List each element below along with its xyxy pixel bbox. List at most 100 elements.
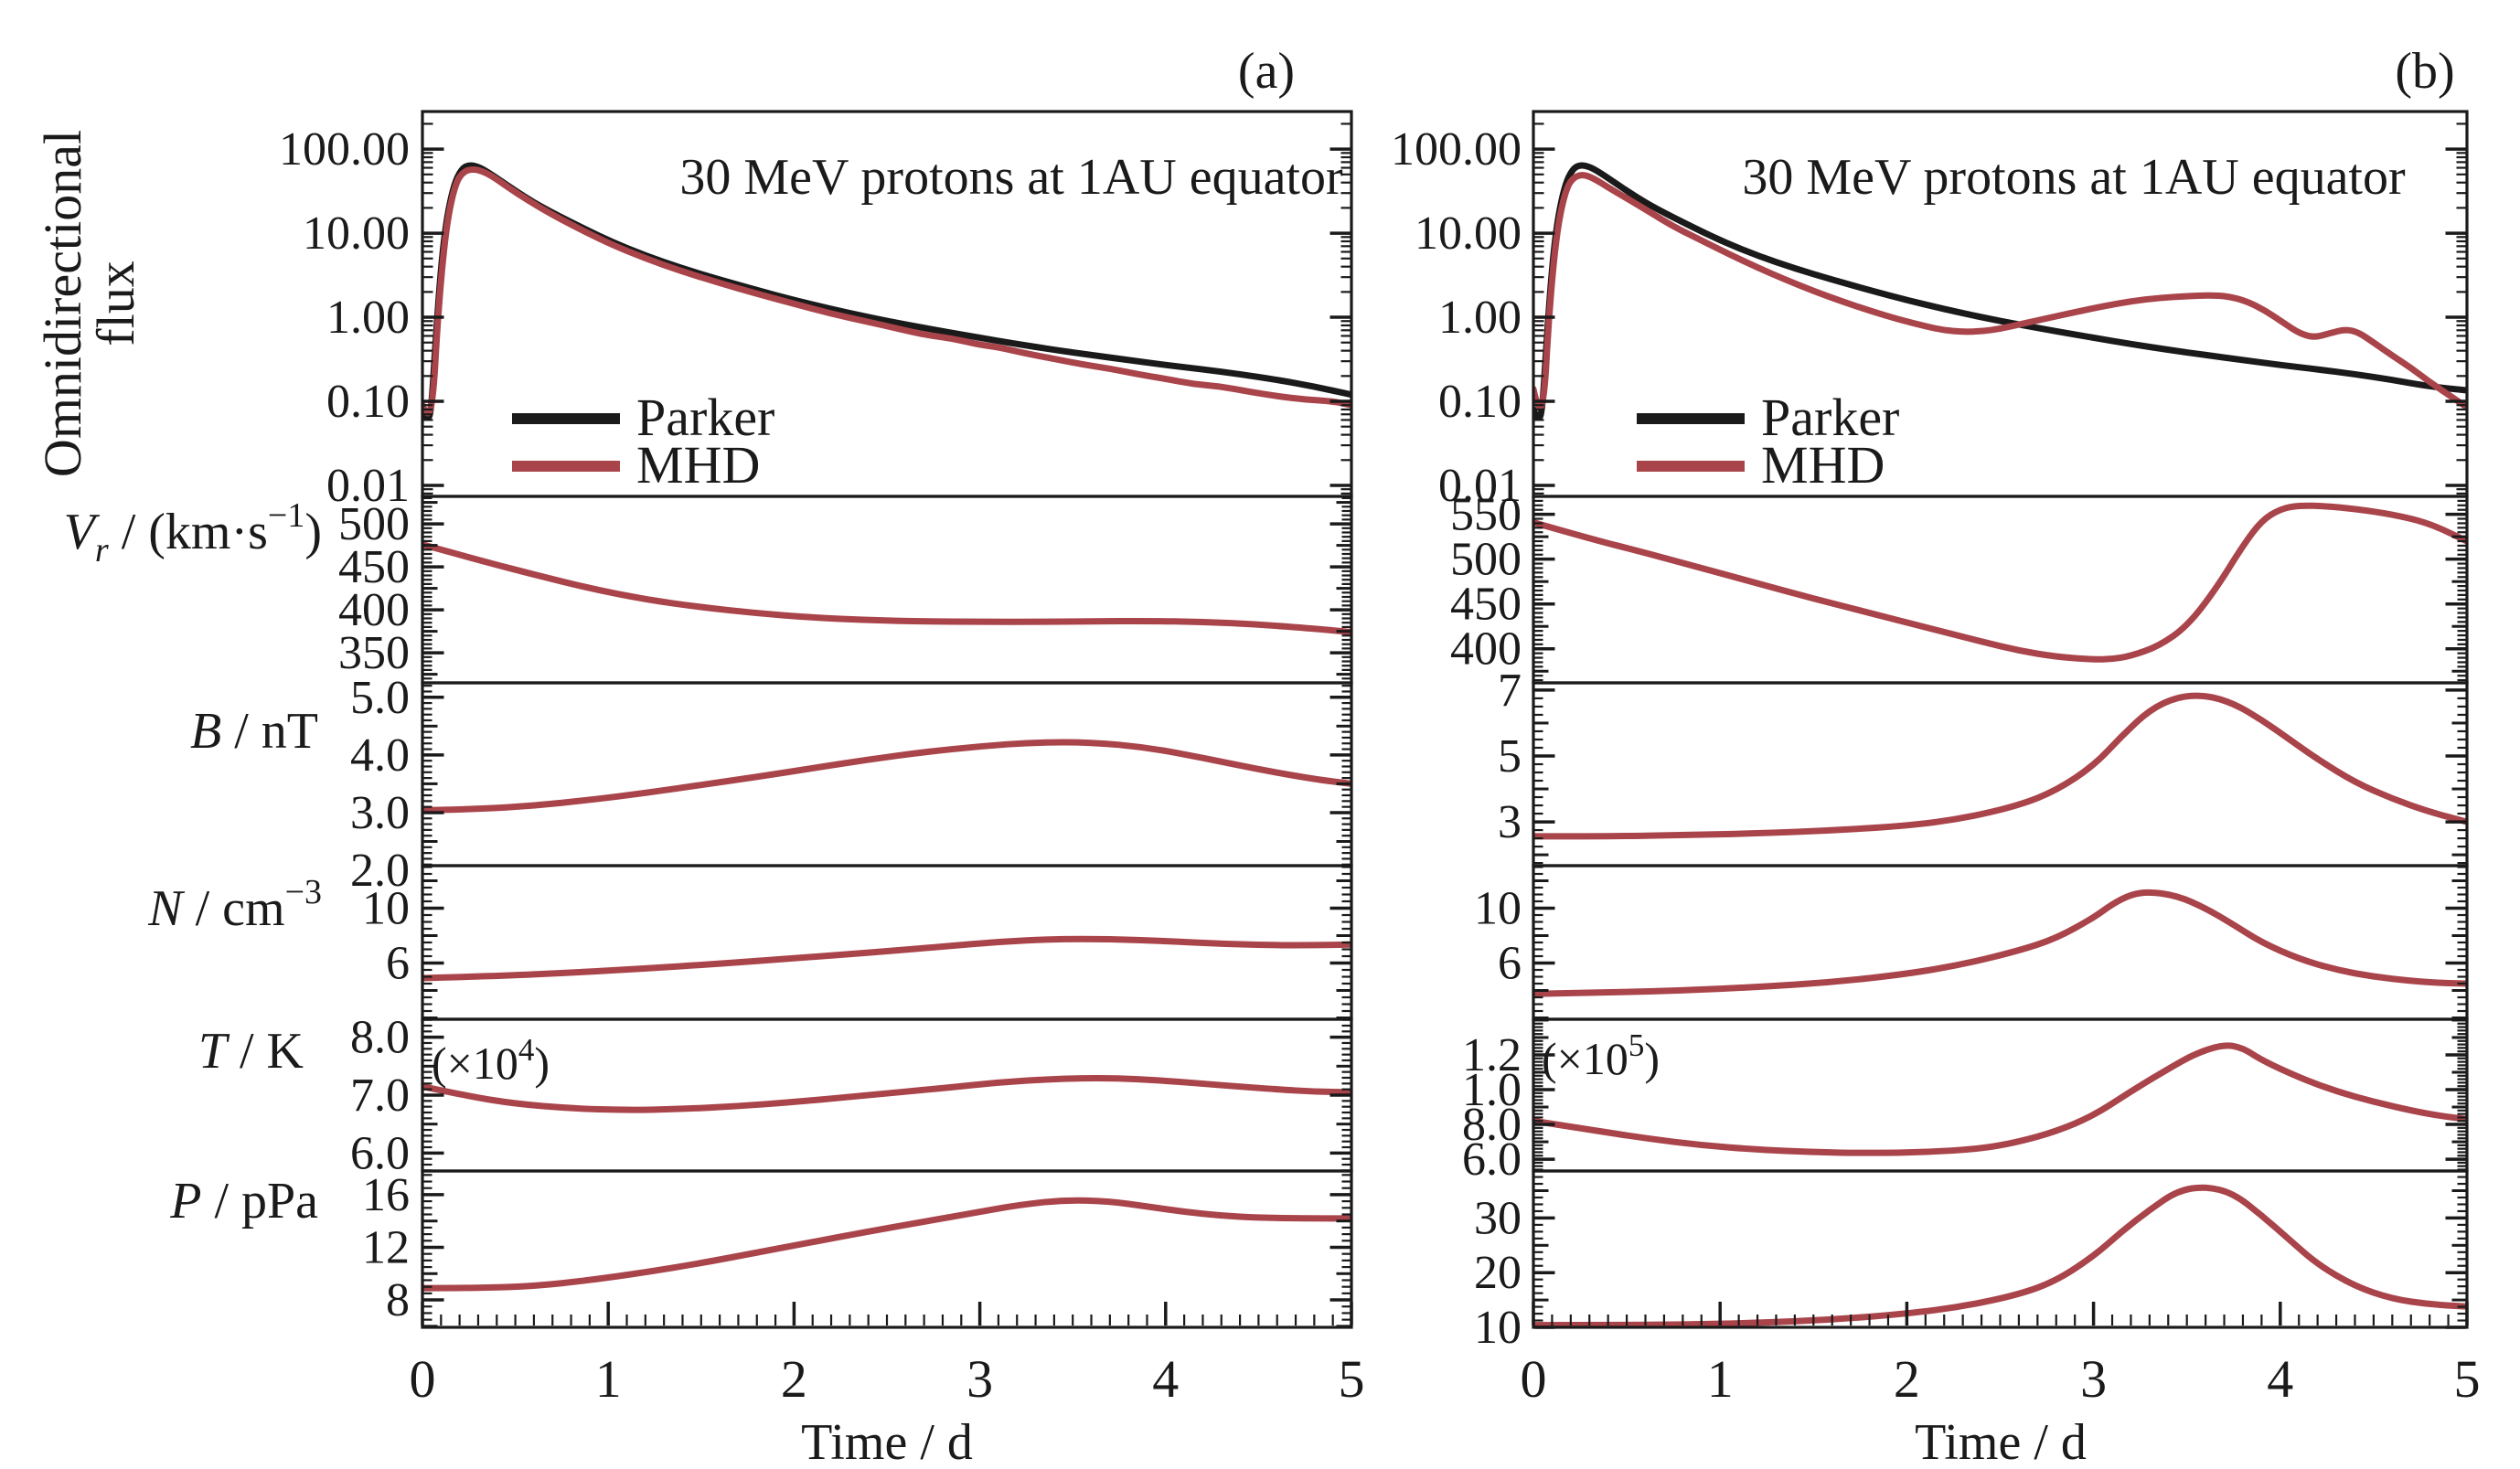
scale-annotation-a: (×104) <box>432 1032 550 1089</box>
ytick-label-b-b: 5 <box>1498 730 1522 782</box>
ytick-label-b-t: 8.0 <box>1462 1099 1522 1151</box>
row-label-n: N / cm−3 <box>147 873 322 937</box>
ytick-label-b-t: 6.0 <box>1462 1134 1522 1186</box>
ytick-label-b-flux: 1.00 <box>1438 292 1522 344</box>
ytick-label-b-vr: 450 <box>1450 579 1522 631</box>
row-label-t: T / K <box>198 1023 304 1080</box>
xtick-label-b-4: 4 <box>2267 1349 2293 1409</box>
ytick-label-a-n: 10 <box>362 883 410 935</box>
panel-a-title: 30 MeV protons at 1AU equator <box>679 149 1343 206</box>
ytick-label-a-flux: 1.00 <box>326 292 410 344</box>
scale-annotation-b: (×105) <box>1542 1027 1660 1084</box>
a-p-curves <box>422 1197 1351 1292</box>
row-label-b: B / nT <box>190 703 318 760</box>
panel-border-a-b <box>421 681 1353 868</box>
a-vr-curves <box>422 541 1351 636</box>
ytick-label-a-t: 6.0 <box>350 1127 410 1179</box>
a-flux-curves <box>422 162 1351 421</box>
xtick-label-a-1: 1 <box>595 1349 622 1409</box>
legend-a: Parker MHD <box>512 388 774 495</box>
curve-mhd-a-flux <box>422 165 1351 417</box>
ytick-label-b-p: 10 <box>1474 1302 1522 1354</box>
ytick-label-a-flux: 0.10 <box>326 376 410 428</box>
xtick-label-b-3: 3 <box>2080 1349 2107 1409</box>
ytick-label-b-flux: 100.00 <box>1391 123 1522 176</box>
ytick-label-a-flux: 100.00 <box>279 123 410 176</box>
ytick-label-b-n: 6 <box>1498 938 1522 990</box>
panel-border-a-p <box>421 1169 1353 1329</box>
flux-axis-label-line2: flux <box>86 261 145 346</box>
ytick-label-a-n: 6 <box>386 938 410 990</box>
ytick-label-a-flux: 0.01 <box>326 460 410 512</box>
panel-b-letter: (b) <box>2395 43 2454 100</box>
curve-mhd-a-b <box>422 739 1351 814</box>
ytick-label-a-vr: 350 <box>338 627 410 679</box>
b-b-curves <box>1533 692 2467 840</box>
curve-mhd-b-n <box>1533 889 2467 997</box>
ytick-label-a-b: 2.0 <box>350 845 410 897</box>
ytick-label-b-t: 1.0 <box>1462 1064 1522 1116</box>
curve-mhd-b-flux <box>1533 172 2467 411</box>
ytick-label-a-p: 16 <box>362 1169 410 1221</box>
ytick-label-b-n: 10 <box>1474 883 1522 935</box>
curve-mhd-a-vr <box>422 541 1351 636</box>
xtick-label-a-4: 4 <box>1152 1349 1179 1409</box>
panel-b-title: 30 MeV protons at 1AU equator <box>1742 149 2406 206</box>
curve-mhd-b-vr <box>1533 502 2467 663</box>
ytick-label-a-p: 8 <box>386 1274 410 1326</box>
ytick-label-a-b: 3.0 <box>350 787 410 839</box>
xtick-label-a-3: 3 <box>966 1349 993 1409</box>
ytick-label-b-b: 3 <box>1498 796 1522 848</box>
flux-axis-label-line1: Omnidirectional <box>33 130 92 477</box>
curve-mhd-a-t <box>422 1074 1351 1113</box>
xtick-label-b-5: 5 <box>2454 1349 2481 1409</box>
ytick-label-b-flux: 0.01 <box>1438 460 1522 512</box>
legend-b: Parker MHD <box>1637 388 1899 495</box>
time-axis-label-b: Time / d <box>1915 1414 2087 1469</box>
legend-b-mhd-label: MHD <box>1761 435 1885 495</box>
ytick-label-b-p: 30 <box>1474 1192 1522 1244</box>
xtick-label-b-2: 2 <box>1894 1349 1920 1409</box>
row-label-vr: Vr / (km·s−1) <box>64 496 322 570</box>
panel-border-b-n <box>1532 864 2469 1021</box>
a-b-curves <box>422 739 1351 814</box>
xtick-label-b-0: 0 <box>1521 1349 1547 1409</box>
curve-mhd-b-t <box>1533 1042 2467 1156</box>
a-n-curves <box>422 935 1351 982</box>
ytick-label-a-vr: 400 <box>338 584 410 636</box>
curve-mhd-a-p <box>422 1197 1351 1292</box>
xtick-label-a-0: 0 <box>410 1349 436 1409</box>
a-t-curves <box>422 1074 1351 1113</box>
ytick-label-b-p: 20 <box>1474 1247 1522 1299</box>
b-p-curves <box>1533 1184 2467 1327</box>
b-vr-curves <box>1533 502 2467 663</box>
xtick-label-b-1: 1 <box>1707 1349 1734 1409</box>
time-axis-label-a: Time / d <box>801 1414 973 1469</box>
curve-mhd-a-n <box>422 935 1351 982</box>
panel-border-a-vr <box>421 495 1353 685</box>
panel-a-letter: (a) <box>1238 43 1295 100</box>
ytick-label-b-flux: 0.10 <box>1438 376 1522 428</box>
b-t-curves <box>1533 1042 2467 1156</box>
xtick-label-a-5: 5 <box>1339 1349 1365 1409</box>
ytick-label-b-flux: 10.00 <box>1415 208 1522 260</box>
curve-mhd-b-p <box>1533 1184 2467 1327</box>
xtick-label-a-2: 2 <box>781 1349 807 1409</box>
panel-border-b-vr <box>1532 495 2469 685</box>
curve-mhd-b-b <box>1533 692 2467 840</box>
b-flux-curves <box>1533 162 2467 421</box>
ytick-label-a-p: 12 <box>362 1221 410 1273</box>
legend-a-parker-label: Parker <box>636 388 774 447</box>
ytick-label-a-b: 5.0 <box>350 672 410 724</box>
ytick-label-a-t: 7.0 <box>350 1070 410 1122</box>
ytick-label-b-t: 1.2 <box>1462 1029 1522 1081</box>
legend-b-parker-label: Parker <box>1761 388 1899 447</box>
ytick-label-b-vr: 550 <box>1450 489 1522 541</box>
ytick-label-b-b: 7 <box>1498 665 1522 717</box>
ytick-label-a-flux: 10.00 <box>303 208 410 260</box>
ytick-label-a-t: 8.0 <box>350 1012 410 1064</box>
ytick-label-a-vr: 450 <box>338 541 410 593</box>
ytick-label-b-vr: 500 <box>1450 534 1522 586</box>
